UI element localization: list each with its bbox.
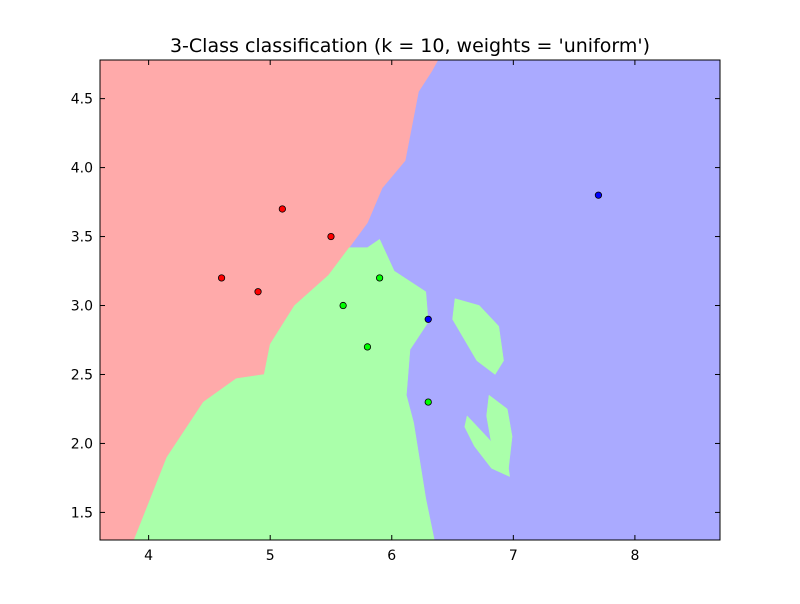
data-point-class-0-3	[327, 232, 335, 241]
y-tick-label: 1.5	[71, 505, 93, 521]
decision-regions	[100, 60, 513, 540]
x-tick-label: 7	[509, 548, 518, 564]
y-tick-label: 2.5	[71, 367, 93, 383]
data-points	[217, 191, 603, 406]
axis-ticks: 4 5 6 7 8 1.5 2.0 2.5 3.0 3.5 4.0 4.5	[71, 60, 720, 564]
plot-frame	[99, 59, 721, 541]
data-point-class-1-1	[376, 274, 384, 282]
data-point-class-1-3	[424, 398, 432, 406]
data-point-class-0-1	[254, 288, 262, 296]
data-point-class-1-2	[363, 343, 372, 351]
decision-region-class-1-4	[464, 415, 511, 477]
data-point-class-1-0	[339, 301, 347, 310]
y-tick-label: 3.5	[71, 230, 93, 246]
x-tick-label: 8	[630, 548, 639, 564]
y-tick-label: 4.0	[71, 161, 93, 177]
chart-title: 3-Class classification (k = 10, weights …	[170, 35, 650, 57]
x-tick-label: 6	[387, 548, 396, 564]
decision-region-class-1-1	[133, 238, 435, 540]
y-tick-label: 3.0	[71, 299, 93, 315]
x-tick-label: 5	[266, 548, 275, 564]
data-point-class-0-0	[217, 274, 226, 282]
data-point-class-2-1	[594, 191, 603, 199]
data-point-class-0-2	[278, 205, 286, 213]
data-point-class-2-0	[424, 315, 432, 323]
decision-region-class-1-2	[452, 298, 504, 375]
x-tick-label: 4	[144, 548, 153, 564]
y-tick-label: 2.0	[71, 436, 93, 452]
y-tick-label: 4.5	[71, 92, 93, 108]
